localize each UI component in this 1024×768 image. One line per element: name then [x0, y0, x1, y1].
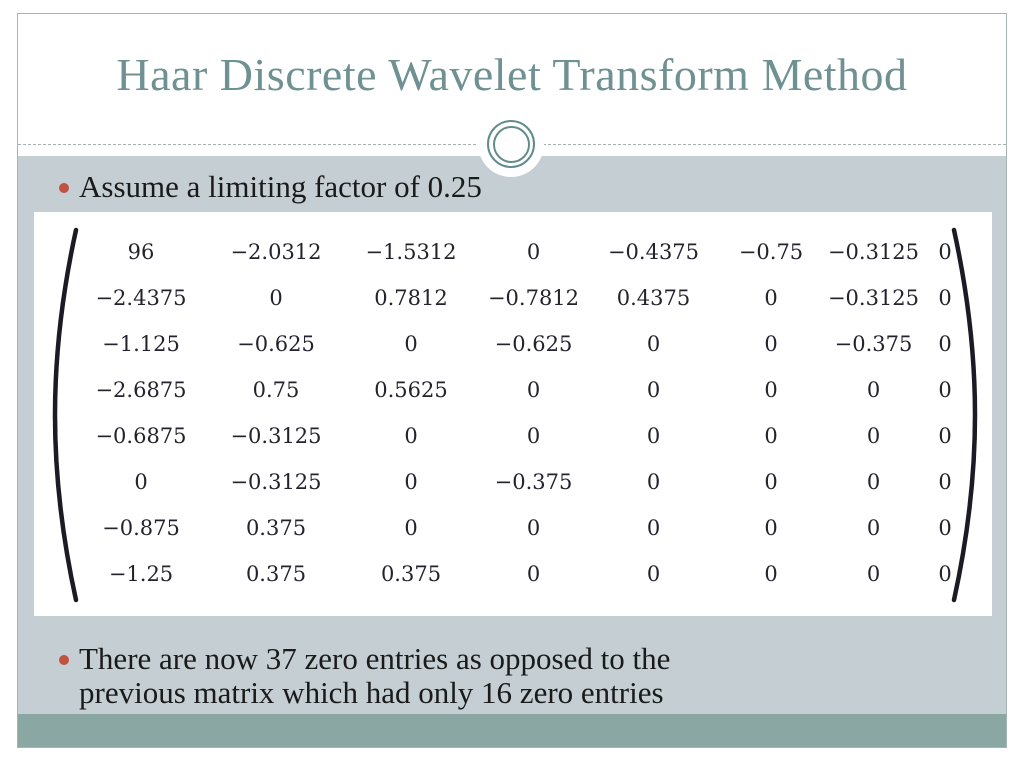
matrix-cell: 0 [866, 470, 881, 494]
divider-ornament-inner-circle-icon [492, 125, 530, 163]
matrix-cell: −0.75 [738, 240, 804, 264]
bullet-text-line-1: There are now 37 zero entries as opposed… [79, 641, 671, 676]
matrix-cell: 0 [404, 424, 418, 448]
matrix-cell: 0 [404, 332, 418, 356]
matrix-cell: 0 [938, 378, 952, 402]
matrix-cell: 0 [938, 240, 952, 264]
matrix-cell: −0.375 [834, 332, 913, 356]
matrix-cell: 0 [269, 286, 283, 310]
matrix-cell: −0.625 [494, 332, 573, 356]
content-area: Assume a limiting factor of 0.25 96 −2.03… [18, 156, 1006, 714]
matrix-cell: −0.3125 [230, 470, 322, 494]
matrix-cell: 0 [646, 378, 661, 402]
matrix-right-paren-icon [951, 227, 978, 603]
matrix-cell: −0.4375 [607, 240, 700, 264]
matrix-cell: 0 [526, 424, 541, 448]
bottom-accent-bar [18, 714, 1006, 747]
matrix-cell: 0 [866, 378, 881, 402]
matrix-cell: −0.375 [494, 470, 573, 494]
matrix-cell: 0.375 [245, 516, 307, 540]
matrix-cell: −0.3125 [230, 424, 322, 448]
matrix-cell: 0 [646, 562, 661, 586]
matrix-cell: 0 [938, 286, 952, 310]
matrix-cell: 0 [938, 562, 952, 586]
matrix-cell: 0 [646, 470, 661, 494]
matrix-cell: 0 [646, 424, 661, 448]
matrix-cell: 0 [764, 332, 778, 356]
matrix-cell: 0 [764, 286, 778, 310]
matrix-cell: −2.6875 [95, 378, 187, 402]
matrix-cell: 0 [764, 378, 778, 402]
matrix-cell: 0 [764, 424, 778, 448]
bullet-dot-icon [59, 183, 69, 193]
matrix-cell: −1.125 [102, 332, 180, 356]
matrix-cell: 0 [764, 562, 778, 586]
matrix-cell: 0.4375 [616, 286, 691, 310]
matrix-cell: 0 [646, 332, 661, 356]
matrix-cell: 0 [938, 424, 952, 448]
matrix-cell: 0 [866, 562, 881, 586]
bullet-text: There are now 37 zero entries as opposed… [79, 642, 879, 710]
slide-title: Haar Discrete Wavelet Transform Method [116, 49, 908, 100]
matrix-cell: −0.3125 [827, 240, 920, 264]
matrix-cell: 0 [404, 516, 418, 540]
matrix-left-paren-icon [52, 227, 79, 603]
slide: Haar Discrete Wavelet Transform Method A… [17, 13, 1007, 748]
matrix-cell: 0 [646, 516, 661, 540]
matrix-cell: 0 [526, 240, 541, 264]
matrix-cell: 0.375 [380, 562, 442, 586]
matrix-cell: 0 [938, 470, 952, 494]
matrix-cell: −0.875 [102, 516, 180, 540]
matrix-cell: 0 [938, 332, 952, 356]
bullet-dot-icon [59, 655, 69, 665]
matrix-cell: −0.625 [237, 332, 315, 356]
matrix-cell: 0 [866, 516, 881, 540]
matrix-cell: 0 [134, 470, 148, 494]
matrix-cell: −2.4375 [95, 286, 187, 310]
matrix-cell: 0 [764, 516, 778, 540]
bullet-text-line-2: previous matrix which had only 16 zero e… [79, 675, 664, 710]
matrix-panel: 96 −2.0312 −1.5312 0 −0.4375 −0.75 −0.3125 0 −2.… [34, 212, 992, 616]
matrix-cell: 96 [127, 240, 155, 264]
matrix-cell: 0 [938, 516, 952, 540]
matrix-cell: 0 [866, 424, 881, 448]
matrix-cell: 0 [526, 378, 541, 402]
matrix-cell: −0.3125 [827, 286, 920, 310]
matrix-cell: −0.7812 [487, 286, 580, 310]
matrix-cell: 0 [526, 562, 541, 586]
matrix-cell: −2.0312 [230, 240, 322, 264]
matrix-cell: 0.75 [252, 378, 300, 402]
matrix-cell: 0.375 [245, 562, 307, 586]
matrix: 96 −2.0312 −1.5312 0 −0.4375 −0.75 −0.3125 0 −2.… [76, 229, 969, 597]
matrix-cell: −1.25 [108, 562, 174, 586]
matrix-cell: 0 [404, 470, 418, 494]
matrix-cell: 0 [764, 470, 778, 494]
matrix-cell: −0.6875 [95, 424, 187, 448]
matrix-cell: −1.5312 [365, 240, 457, 264]
matrix-cell: 0.5625 [374, 378, 448, 402]
matrix-cell: 0 [526, 516, 541, 540]
matrix-cell: 0.7812 [374, 286, 448, 310]
bullet-text: Assume a limiting factor of 0.25 [79, 169, 482, 204]
